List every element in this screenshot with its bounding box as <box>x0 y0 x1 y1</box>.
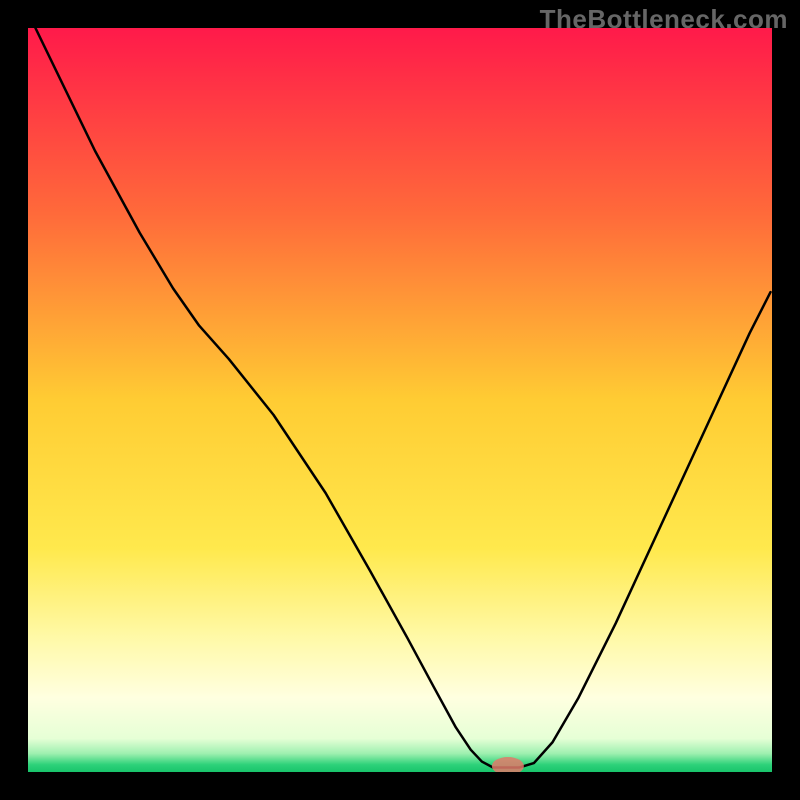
chart-frame: TheBottleneck.com <box>0 0 800 800</box>
gradient-background <box>28 28 772 772</box>
plot-area <box>28 28 772 772</box>
chart-svg <box>28 28 772 772</box>
